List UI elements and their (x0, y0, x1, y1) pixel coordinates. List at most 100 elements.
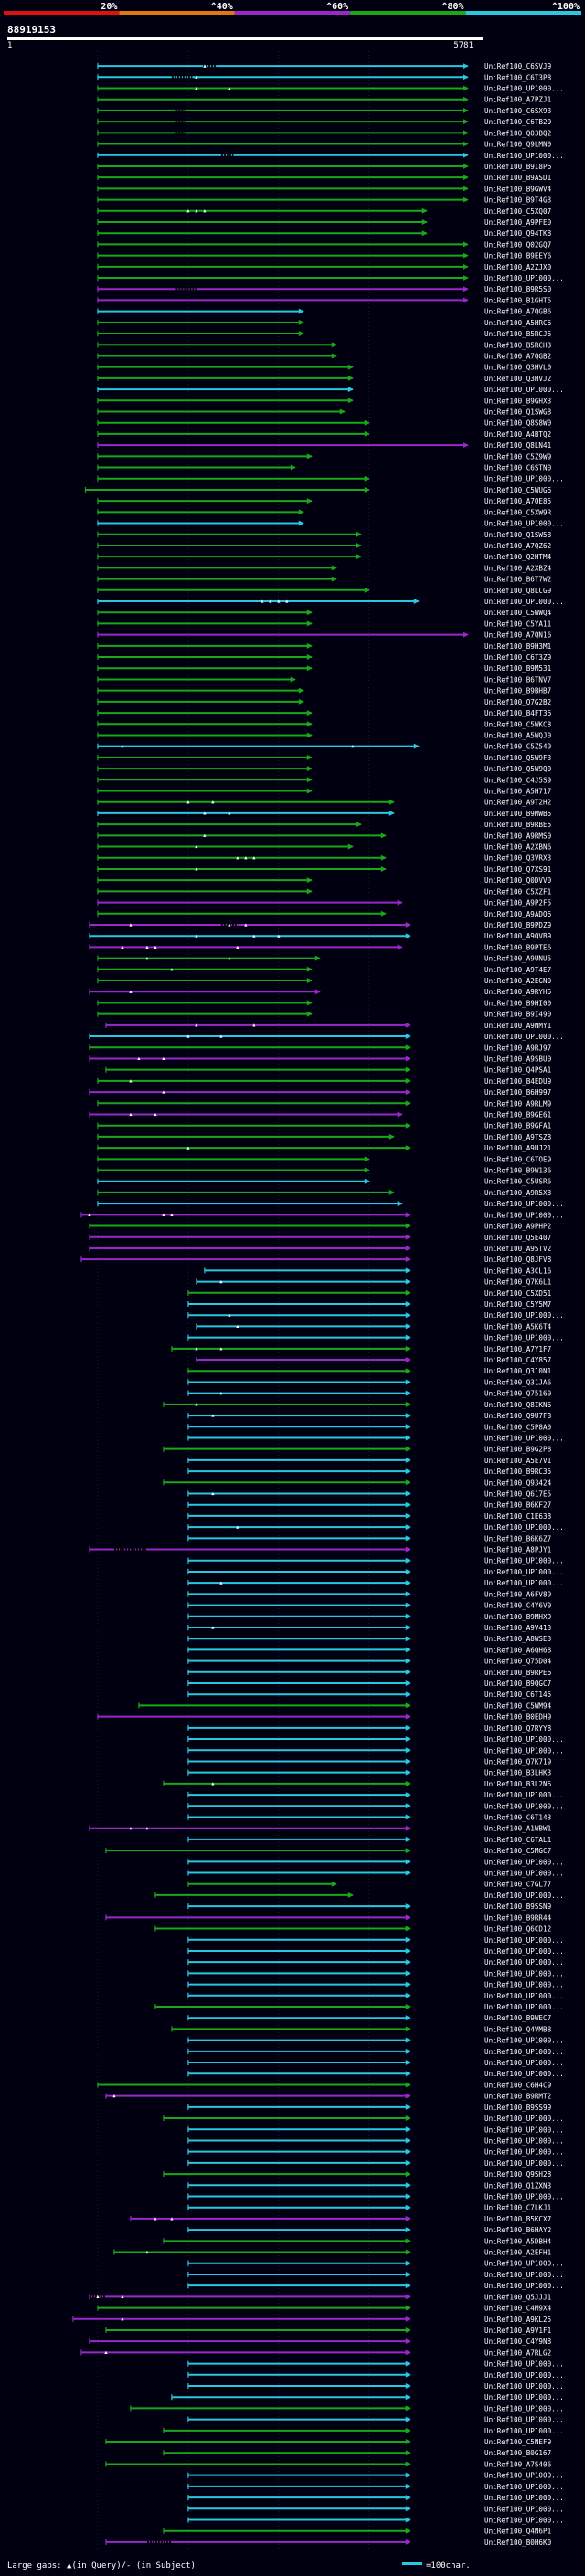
hit-row[interactable]: UniRef100_C5XW9R (97, 508, 552, 516)
hit-label[interactable]: UniRef100_A9RMS0 (484, 832, 552, 840)
hit-label[interactable]: UniRef100_UP1000... (484, 1311, 564, 1320)
hit-row[interactable]: UniRef100_UP1000... (187, 2260, 564, 2268)
hit-row[interactable]: UniRef100_B9BHB7 (97, 687, 551, 695)
hit-row[interactable]: UniRef100_C5YA11 (97, 620, 552, 628)
hit-row[interactable]: UniRef100_A7Y1F7 (171, 1345, 551, 1353)
hit-label[interactable]: UniRef100_UP1000... (484, 386, 564, 394)
hit-label[interactable]: UniRef100_A2EGN0 (484, 977, 552, 985)
hit-row[interactable]: UniRef100_UP1000... (187, 1936, 564, 1945)
hit-row[interactable]: UniRef100_C5Z549 (97, 743, 552, 751)
hit-row[interactable]: UniRef100_A9PFE0 (97, 218, 552, 227)
hit-row[interactable]: UniRef100_A6QH68 (187, 1646, 552, 1654)
hit-label[interactable]: UniRef100_UP1000... (484, 1746, 564, 1754)
hit-label[interactable]: UniRef100_C4J5S9 (484, 776, 552, 784)
hit-label[interactable]: UniRef100_A9R5X8 (484, 1189, 552, 1197)
hit-label[interactable]: UniRef100_UP1000... (484, 475, 564, 483)
hit-row[interactable]: UniRef100_A9UJ21 (97, 1144, 552, 1152)
hit-row[interactable]: UniRef100_UP1000... (97, 475, 564, 483)
hit-label[interactable]: UniRef100_UP1000... (484, 2404, 564, 2412)
hit-row[interactable]: UniRef100_B9PDZ9 (89, 921, 552, 929)
hit-label[interactable]: UniRef100_A7PZJ1 (484, 96, 552, 104)
hit-row[interactable]: UniRef100_A8PJY1 (89, 1546, 552, 1554)
hit-label[interactable]: UniRef100_UP1000... (484, 1434, 564, 1442)
hit-row[interactable]: UniRef100_C5XZF1 (97, 887, 552, 896)
hit-label[interactable]: UniRef100_UP1000... (484, 152, 564, 160)
hit-label[interactable]: UniRef100_B0EDH9 (484, 1713, 552, 1722)
hit-label[interactable]: UniRef100_C5XQ07 (484, 207, 551, 216)
hit-label[interactable]: UniRef100_C7GL77 (484, 1881, 551, 1889)
hit-label[interactable]: UniRef100_C6T143 (484, 1813, 551, 1821)
hit-label[interactable]: UniRef100_UP1000... (484, 2427, 564, 2435)
hit-label[interactable]: UniRef100_Q0DVV0 (484, 876, 552, 885)
hit-label[interactable]: UniRef100_UP1000... (484, 1735, 564, 1744)
hit-label[interactable]: UniRef100_C5YA11 (484, 620, 552, 628)
hit-label[interactable]: UniRef100_B6H997 (484, 1088, 551, 1097)
hit-row[interactable]: UniRef100_B0H6K0 (105, 2539, 552, 2547)
hit-row[interactable]: UniRef100_UP1000... (130, 2404, 564, 2412)
hit-row[interactable]: UniRef100_Q9U7F8 (187, 1412, 552, 1420)
hit-label[interactable]: UniRef100_A3CL16 (484, 1267, 552, 1275)
hit-label[interactable]: UniRef100_UP1000... (484, 1211, 564, 1219)
hit-row[interactable]: UniRef100_A9RLM9 (97, 1099, 552, 1108)
hit-row[interactable]: UniRef100_B9M531 (97, 664, 552, 673)
hit-row[interactable]: UniRef100_B9RR44 (105, 1913, 552, 1922)
hit-label[interactable]: UniRef100_C6TB20 (484, 118, 552, 126)
hit-label[interactable]: UniRef100_UP1000... (484, 1200, 564, 1208)
hit-row[interactable]: UniRef100_C6T3Z9 (97, 653, 552, 662)
hit-label[interactable]: UniRef100_UP1000... (484, 1936, 564, 1945)
hit-row[interactable]: UniRef100_UP1000... (171, 2393, 564, 2401)
hit-row[interactable]: UniRef100_B9RPE6 (187, 1669, 552, 1677)
hit-row[interactable]: UniRef100_A9NMY1 (105, 1022, 552, 1030)
hit-label[interactable]: UniRef100_A5WQJ0 (484, 731, 552, 739)
hit-label[interactable]: UniRef100_B9I8P6 (484, 163, 552, 171)
hit-row[interactable]: UniRef100_B3L2N6 (163, 1780, 552, 1788)
hit-label[interactable]: UniRef100_B9BHB7 (484, 687, 551, 695)
hit-row[interactable]: UniRef100_B5RCJ6 (97, 330, 552, 338)
hit-label[interactable]: UniRef100_A9RYH6 (484, 988, 552, 996)
hit-label[interactable]: UniRef100_B0H6K0 (484, 2539, 552, 2547)
hit-label[interactable]: UniRef100_UP1000... (484, 2070, 564, 2078)
hit-label[interactable]: UniRef100_Q93424 (484, 1479, 552, 1487)
hit-row[interactable]: UniRef100_A2XBZ4 (97, 564, 552, 572)
hit-row[interactable]: UniRef100_B9SS99 (187, 2104, 552, 2112)
hit-label[interactable]: UniRef100_UP1000... (484, 1958, 564, 1966)
hit-label[interactable]: UniRef100_A9SBU0 (484, 1055, 552, 1063)
hit-row[interactable]: UniRef100_B9W136 (97, 1167, 552, 1175)
hit-label[interactable]: UniRef100_B9PDZ9 (484, 921, 552, 929)
hit-row[interactable]: UniRef100_UP1000... (97, 598, 564, 606)
hit-label[interactable]: UniRef100_UP1000... (484, 1568, 564, 1576)
hit-label[interactable]: UniRef100_Q2HTM4 (484, 553, 552, 561)
hit-row[interactable]: UniRef100_B9RMT2 (105, 2093, 551, 2101)
hit-label[interactable]: UniRef100_C5XW9R (484, 508, 552, 516)
hit-row[interactable]: UniRef100_Q4VMB8 (171, 2025, 552, 2033)
hit-row[interactable]: UniRef100_A7S406 (105, 2460, 552, 2468)
hit-label[interactable]: UniRef100_UP1000... (484, 1858, 564, 1866)
hit-label[interactable]: UniRef100_B5RCJ6 (484, 330, 552, 338)
hit-row[interactable]: UniRef100_UP1000... (187, 2382, 564, 2390)
hit-label[interactable]: UniRef100_A9T2H2 (484, 799, 551, 807)
hit-row[interactable]: UniRef100_C5Z9W9 (97, 452, 552, 461)
hit-label[interactable]: UniRef100_UP1000... (484, 520, 564, 528)
hit-row[interactable]: UniRef100_C7GL77 (187, 1881, 551, 1889)
hit-row[interactable]: UniRef100_Q02GQ7 (97, 240, 551, 249)
hit-row[interactable]: UniRef100_UP1000... (97, 85, 564, 93)
hit-label[interactable]: UniRef100_UP1000... (484, 1557, 564, 1565)
hit-row[interactable]: UniRef100_A2ZJX0 (97, 263, 552, 271)
hit-label[interactable]: UniRef100_B9HI00 (484, 999, 552, 1007)
hit-label[interactable]: UniRef100_Q7G2B2 (484, 698, 551, 706)
hit-label[interactable]: UniRef100_Q617E5 (484, 1490, 551, 1499)
hit-row[interactable]: UniRef100_B9WEC7 (187, 2014, 551, 2022)
hit-row[interactable]: UniRef100_UP1000... (187, 2282, 564, 2290)
hit-label[interactable]: UniRef100_Q3HVJ2 (484, 375, 551, 383)
hit-row[interactable]: UniRef100_C6SVJ9 (97, 62, 552, 70)
hit-row[interactable]: UniRef100_UP1000... (97, 1200, 564, 1208)
hit-label[interactable]: UniRef100_A9T4E7 (484, 966, 551, 974)
hit-label[interactable]: UniRef100_UP1000... (484, 1870, 564, 1878)
hit-row[interactable]: UniRef100_C4Y9N8 (89, 2337, 552, 2346)
hit-row[interactable]: UniRef100_A9KL25 (72, 2316, 551, 2324)
hit-row[interactable]: UniRef100_UP1000... (187, 2516, 564, 2524)
hit-label[interactable]: UniRef100_C5WUG6 (484, 486, 552, 494)
hit-row[interactable]: UniRef100_A7QGB2 (97, 352, 551, 360)
hit-label[interactable]: UniRef100_UP1000... (484, 2193, 564, 2201)
hit-label[interactable]: UniRef100_B9RMT2 (484, 2093, 551, 2101)
